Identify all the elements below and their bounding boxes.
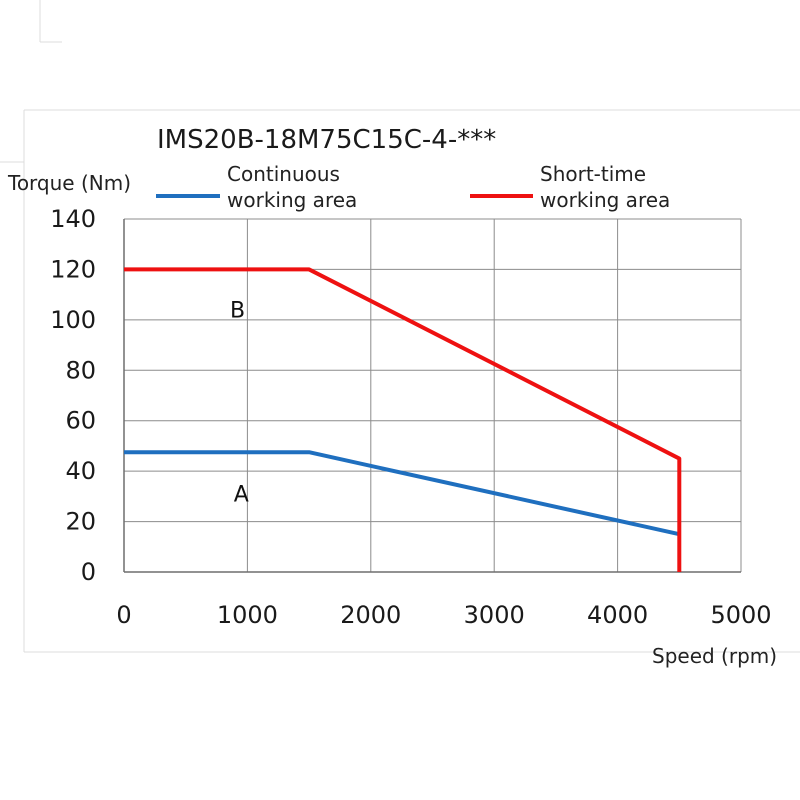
y-tick-label-0: 0	[81, 558, 96, 586]
series-layer	[124, 267, 682, 572]
legend: Continuous working area Short-time worki…	[156, 162, 670, 212]
x-tick-labels: 0 1000 2000 3000 4000 5000	[116, 601, 771, 629]
series-line-1	[124, 267, 682, 572]
y-tick-labels: 0 20 40 60 80 100 120 140	[50, 205, 96, 586]
series-line-0	[124, 450, 680, 537]
y-tick-label-120: 120	[50, 255, 96, 283]
x-tick-label-0: 0	[116, 601, 131, 629]
region-label-a: A	[234, 482, 249, 507]
legend-label-continuous-line2: working area	[227, 188, 357, 212]
region-label-b: B	[230, 298, 245, 323]
grid	[123, 218, 742, 573]
y-tick-label-20: 20	[65, 508, 96, 536]
x-tick-label-2000: 2000	[340, 601, 401, 629]
legend-label-short-time-line2: working area	[540, 188, 670, 212]
x-tick-label-4000: 4000	[587, 601, 648, 629]
x-tick-label-3000: 3000	[464, 601, 525, 629]
y-tick-label-60: 60	[65, 407, 96, 435]
legend-label-continuous-line1: Continuous	[227, 162, 340, 186]
y-tick-label-80: 80	[65, 356, 96, 384]
chart-title: IMS20B-18M75C15C-4-***	[157, 125, 496, 155]
x-axis-label: Speed (rpm)	[652, 644, 777, 668]
x-tick-label-1000: 1000	[217, 601, 278, 629]
legend-label-short-time-line1: Short-time	[540, 162, 646, 186]
x-tick-label-5000: 5000	[710, 601, 771, 629]
y-axis-label: Torque (Nm)	[7, 171, 131, 195]
y-tick-label-40: 40	[65, 457, 96, 485]
y-tick-label-140: 140	[50, 205, 96, 233]
y-tick-label-100: 100	[50, 306, 96, 334]
region-labels: AB	[230, 298, 249, 507]
